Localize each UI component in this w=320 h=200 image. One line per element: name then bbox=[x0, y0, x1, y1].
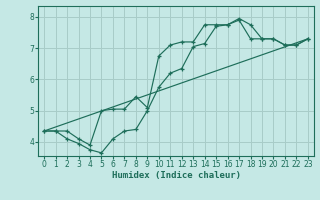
X-axis label: Humidex (Indice chaleur): Humidex (Indice chaleur) bbox=[111, 171, 241, 180]
